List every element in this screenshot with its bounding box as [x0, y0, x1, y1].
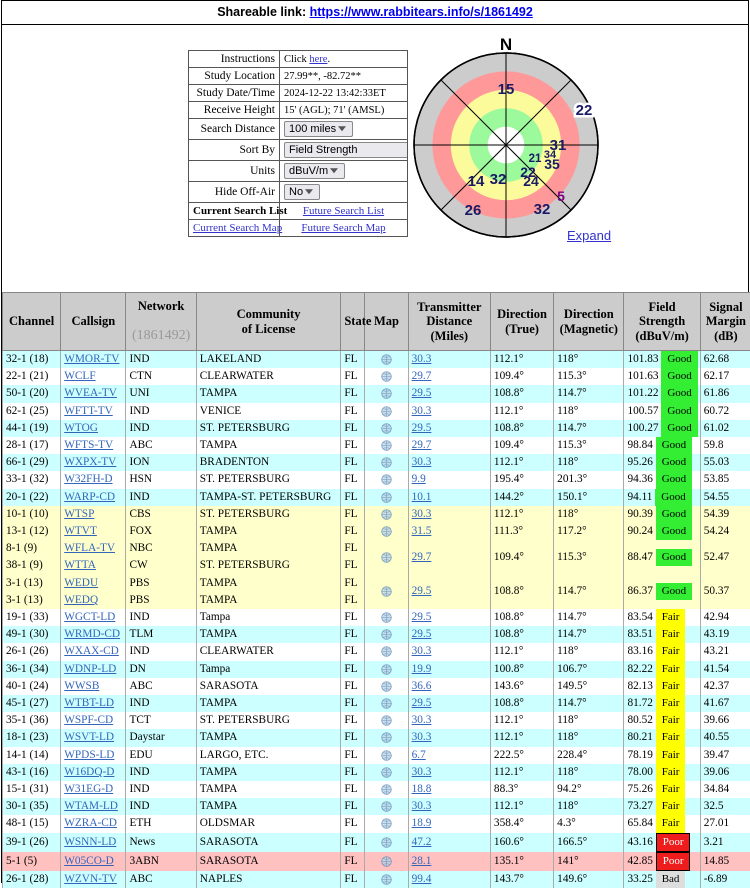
svg-text:32: 32 — [490, 171, 507, 188]
svg-text:5: 5 — [557, 188, 565, 204]
svg-text:35: 35 — [544, 156, 560, 172]
svg-text:15: 15 — [498, 81, 515, 98]
svg-text:14: 14 — [468, 173, 485, 190]
svg-text:22: 22 — [576, 102, 593, 119]
svg-text:32: 32 — [534, 201, 551, 218]
svg-text:24: 24 — [523, 173, 539, 189]
svg-text:N: N — [500, 35, 512, 54]
svg-text:26: 26 — [465, 202, 482, 219]
